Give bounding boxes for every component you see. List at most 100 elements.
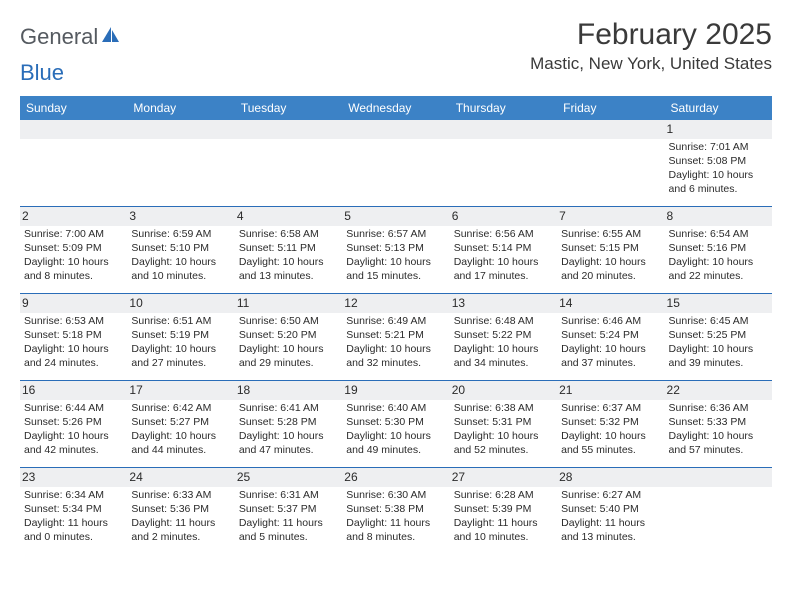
daylight-line: Daylight: 10 hours and 57 minutes. — [669, 430, 768, 458]
daylight-line: Daylight: 10 hours and 39 minutes. — [669, 343, 768, 371]
day-detail: Sunrise: 6:44 AMSunset: 5:26 PMDaylight:… — [24, 402, 123, 457]
day-number: 12 — [342, 294, 449, 313]
title-block: February 2025 Mastic, New York, United S… — [530, 18, 772, 74]
day-cell: 7Sunrise: 6:55 AMSunset: 5:15 PMDaylight… — [557, 207, 664, 293]
weekday-wednesday: Wednesday — [342, 96, 449, 120]
sail-icon — [100, 25, 122, 50]
week-row: 2Sunrise: 7:00 AMSunset: 5:09 PMDaylight… — [20, 206, 772, 293]
day-number: 18 — [235, 381, 342, 400]
sunset-line: Sunset: 5:20 PM — [239, 329, 338, 343]
sunrise-line: Sunrise: 6:54 AM — [669, 228, 768, 242]
sunrise-line: Sunrise: 6:28 AM — [454, 489, 553, 503]
sunrise-line: Sunrise: 6:56 AM — [454, 228, 553, 242]
day-detail: Sunrise: 6:27 AMSunset: 5:40 PMDaylight:… — [561, 489, 660, 544]
week-row: 1Sunrise: 7:01 AMSunset: 5:08 PMDaylight… — [20, 120, 772, 206]
location: Mastic, New York, United States — [530, 54, 772, 74]
sunset-line: Sunset: 5:19 PM — [131, 329, 230, 343]
day-number: 3 — [127, 207, 234, 226]
day-number: 1 — [665, 120, 772, 139]
daylight-line: Daylight: 10 hours and 20 minutes. — [561, 256, 660, 284]
day-cell — [450, 120, 557, 206]
sunset-line: Sunset: 5:28 PM — [239, 416, 338, 430]
daylight-line: Daylight: 11 hours and 13 minutes. — [561, 517, 660, 545]
day-detail: Sunrise: 6:40 AMSunset: 5:30 PMDaylight:… — [346, 402, 445, 457]
daylight-line: Daylight: 11 hours and 2 minutes. — [131, 517, 230, 545]
day-detail: Sunrise: 6:57 AMSunset: 5:13 PMDaylight:… — [346, 228, 445, 283]
day-cell: 27Sunrise: 6:28 AMSunset: 5:39 PMDayligh… — [450, 468, 557, 554]
daylight-line: Daylight: 10 hours and 47 minutes. — [239, 430, 338, 458]
day-detail: Sunrise: 6:37 AMSunset: 5:32 PMDaylight:… — [561, 402, 660, 457]
day-number: 23 — [20, 468, 127, 487]
sunrise-line: Sunrise: 7:00 AM — [24, 228, 123, 242]
daylight-line: Daylight: 10 hours and 29 minutes. — [239, 343, 338, 371]
day-detail: Sunrise: 6:30 AMSunset: 5:38 PMDaylight:… — [346, 489, 445, 544]
sunrise-line: Sunrise: 6:55 AM — [561, 228, 660, 242]
sunset-line: Sunset: 5:14 PM — [454, 242, 553, 256]
day-cell: 8Sunrise: 6:54 AMSunset: 5:16 PMDaylight… — [665, 207, 772, 293]
sunrise-line: Sunrise: 6:57 AM — [346, 228, 445, 242]
day-number-empty — [342, 120, 449, 139]
day-number: 9 — [20, 294, 127, 313]
day-cell — [557, 120, 664, 206]
day-detail: Sunrise: 6:42 AMSunset: 5:27 PMDaylight:… — [131, 402, 230, 457]
weekday-friday: Friday — [557, 96, 664, 120]
day-detail: Sunrise: 6:49 AMSunset: 5:21 PMDaylight:… — [346, 315, 445, 370]
day-detail: Sunrise: 6:54 AMSunset: 5:16 PMDaylight:… — [669, 228, 768, 283]
day-cell: 6Sunrise: 6:56 AMSunset: 5:14 PMDaylight… — [450, 207, 557, 293]
day-cell: 10Sunrise: 6:51 AMSunset: 5:19 PMDayligh… — [127, 294, 234, 380]
day-cell: 5Sunrise: 6:57 AMSunset: 5:13 PMDaylight… — [342, 207, 449, 293]
day-detail: Sunrise: 7:00 AMSunset: 5:09 PMDaylight:… — [24, 228, 123, 283]
day-number-empty — [127, 120, 234, 139]
daylight-line: Daylight: 10 hours and 44 minutes. — [131, 430, 230, 458]
day-detail: Sunrise: 6:58 AMSunset: 5:11 PMDaylight:… — [239, 228, 338, 283]
daylight-line: Daylight: 10 hours and 49 minutes. — [346, 430, 445, 458]
sunset-line: Sunset: 5:10 PM — [131, 242, 230, 256]
sunset-line: Sunset: 5:18 PM — [24, 329, 123, 343]
daylight-line: Daylight: 10 hours and 15 minutes. — [346, 256, 445, 284]
day-detail: Sunrise: 6:36 AMSunset: 5:33 PMDaylight:… — [669, 402, 768, 457]
day-number-empty — [20, 120, 127, 139]
sunset-line: Sunset: 5:21 PM — [346, 329, 445, 343]
day-number-empty — [557, 120, 664, 139]
sunrise-line: Sunrise: 6:59 AM — [131, 228, 230, 242]
day-cell: 19Sunrise: 6:40 AMSunset: 5:30 PMDayligh… — [342, 381, 449, 467]
day-cell: 9 Sunrise: 6:53 AMSunset: 5:18 PMDaylight… — [20, 294, 127, 380]
sunset-line: Sunset: 5:40 PM — [561, 503, 660, 517]
sunrise-line: Sunrise: 6:49 AM — [346, 315, 445, 329]
day-cell: 22 Sunrise: 6:36 AMSunset: 5:33 PMDayligh… — [665, 381, 772, 467]
weekday-row: SundayMondayTuesdayWednesdayThursdayFrid… — [20, 96, 772, 120]
sunrise-line: Sunrise: 6:58 AM — [239, 228, 338, 242]
sunset-line: Sunset: 5:36 PM — [131, 503, 230, 517]
sunrise-line: Sunrise: 6:36 AM — [669, 402, 768, 416]
daylight-line: Daylight: 11 hours and 10 minutes. — [454, 517, 553, 545]
sunrise-line: Sunrise: 6:38 AM — [454, 402, 553, 416]
sunset-line: Sunset: 5:32 PM — [561, 416, 660, 430]
day-cell: 3Sunrise: 6:59 AMSunset: 5:10 PMDaylight… — [127, 207, 234, 293]
logo-text-blue: Blue — [20, 60, 64, 86]
weeks-container: 1Sunrise: 7:01 AMSunset: 5:08 PMDaylight… — [20, 120, 772, 554]
day-number: 22 — [665, 381, 772, 400]
day-cell: 18Sunrise: 6:41 AMSunset: 5:28 PMDayligh… — [235, 381, 342, 467]
daylight-line: Daylight: 10 hours and 6 minutes. — [669, 169, 768, 197]
day-cell: 11Sunrise: 6:50 AMSunset: 5:20 PMDayligh… — [235, 294, 342, 380]
day-number: 15 — [665, 294, 772, 313]
daylight-line: Daylight: 10 hours and 24 minutes. — [24, 343, 123, 371]
day-number: 27 — [450, 468, 557, 487]
sunset-line: Sunset: 5:27 PM — [131, 416, 230, 430]
day-number: 6 — [450, 207, 557, 226]
day-detail: Sunrise: 6:55 AMSunset: 5:15 PMDaylight:… — [561, 228, 660, 283]
day-detail: Sunrise: 6:53 AMSunset: 5:18 PMDaylight:… — [24, 315, 123, 370]
daylight-line: Daylight: 10 hours and 27 minutes. — [131, 343, 230, 371]
sunrise-line: Sunrise: 6:51 AM — [131, 315, 230, 329]
day-detail: Sunrise: 6:34 AMSunset: 5:34 PMDaylight:… — [24, 489, 123, 544]
daylight-line: Daylight: 10 hours and 8 minutes. — [24, 256, 123, 284]
day-detail: Sunrise: 6:38 AMSunset: 5:31 PMDaylight:… — [454, 402, 553, 457]
sunset-line: Sunset: 5:16 PM — [669, 242, 768, 256]
logo: General — [20, 18, 124, 50]
day-cell: 26Sunrise: 6:30 AMSunset: 5:38 PMDayligh… — [342, 468, 449, 554]
month-title: February 2025 — [530, 18, 772, 52]
day-cell: 21Sunrise: 6:37 AMSunset: 5:32 PMDayligh… — [557, 381, 664, 467]
sunrise-line: Sunrise: 6:40 AM — [346, 402, 445, 416]
week-row: 23 Sunrise: 6:34 AMSunset: 5:34 PMDayligh… — [20, 467, 772, 554]
sunrise-line: Sunrise: 6:37 AM — [561, 402, 660, 416]
